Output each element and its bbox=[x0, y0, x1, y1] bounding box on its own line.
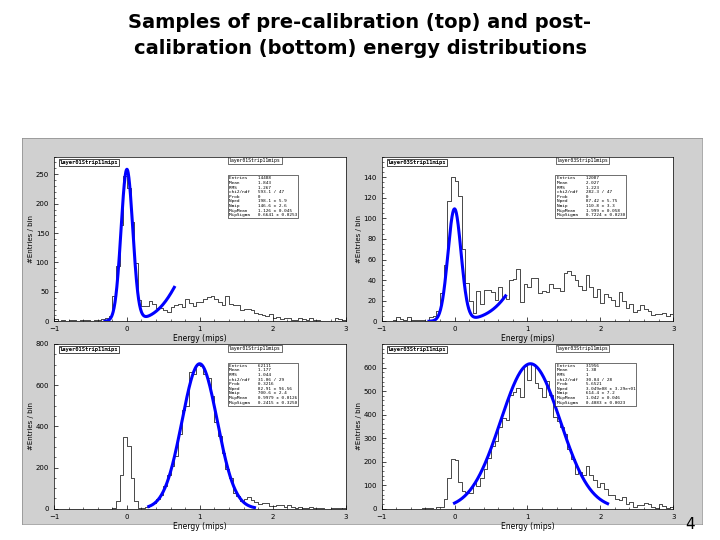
Y-axis label: #Entries / bin: #Entries / bin bbox=[28, 215, 35, 263]
Y-axis label: #Entries / bin: #Entries / bin bbox=[356, 402, 362, 450]
Text: layer01Strip11mips: layer01Strip11mips bbox=[229, 158, 281, 163]
Text: layer01Strip11mips: layer01Strip11mips bbox=[229, 346, 281, 350]
Text: Entries    62111
Mean       1.177
RMS        1.044
chi2/ndf   31.06 / 29
Prob   : Entries 62111 Mean 1.177 RMS 1.044 chi2/… bbox=[229, 364, 297, 404]
X-axis label: Energy (mips): Energy (mips) bbox=[500, 334, 554, 343]
X-axis label: Energy (mips): Energy (mips) bbox=[173, 334, 227, 343]
Y-axis label: #Entries / bin: #Entries / bin bbox=[356, 215, 362, 263]
Text: layer01Strip11mips: layer01Strip11mips bbox=[60, 160, 118, 165]
Text: Entries    12087
Mean       2.027
RMS        1.223
chi2/ndf   282.3 / 47
Prob   : Entries 12087 Mean 2.027 RMS 1.223 chi2/… bbox=[557, 177, 625, 217]
Text: layer01Strip11mips: layer01Strip11mips bbox=[60, 347, 118, 352]
Text: Entries    14488
Mean       1.843
RMS        1.267
chi2/ndf   593.1 / 47
Prob   : Entries 14488 Mean 1.843 RMS 1.267 chi2/… bbox=[229, 177, 297, 217]
Y-axis label: #Entries / bin: #Entries / bin bbox=[28, 402, 35, 450]
Text: layer03Strip11mips: layer03Strip11mips bbox=[387, 160, 446, 165]
Text: 4: 4 bbox=[685, 517, 695, 532]
X-axis label: Energy (mips): Energy (mips) bbox=[173, 522, 227, 531]
Text: layer03Strip11mips: layer03Strip11mips bbox=[557, 346, 608, 350]
X-axis label: Energy (mips): Energy (mips) bbox=[500, 522, 554, 531]
Text: Samples of pre-calibration (top) and post-
calibration (bottom) energy distribut: Samples of pre-calibration (top) and pos… bbox=[128, 14, 592, 57]
Text: layer03Strip11mips: layer03Strip11mips bbox=[557, 158, 608, 163]
Text: layer03Strip11mips: layer03Strip11mips bbox=[387, 347, 446, 352]
Text: Entries    31956
Mean       1.38
RMS        1
chi2/ndf   30.04 / 28
Prob       5: Entries 31956 Mean 1.38 RMS 1 chi2/ndf 3… bbox=[557, 364, 635, 404]
